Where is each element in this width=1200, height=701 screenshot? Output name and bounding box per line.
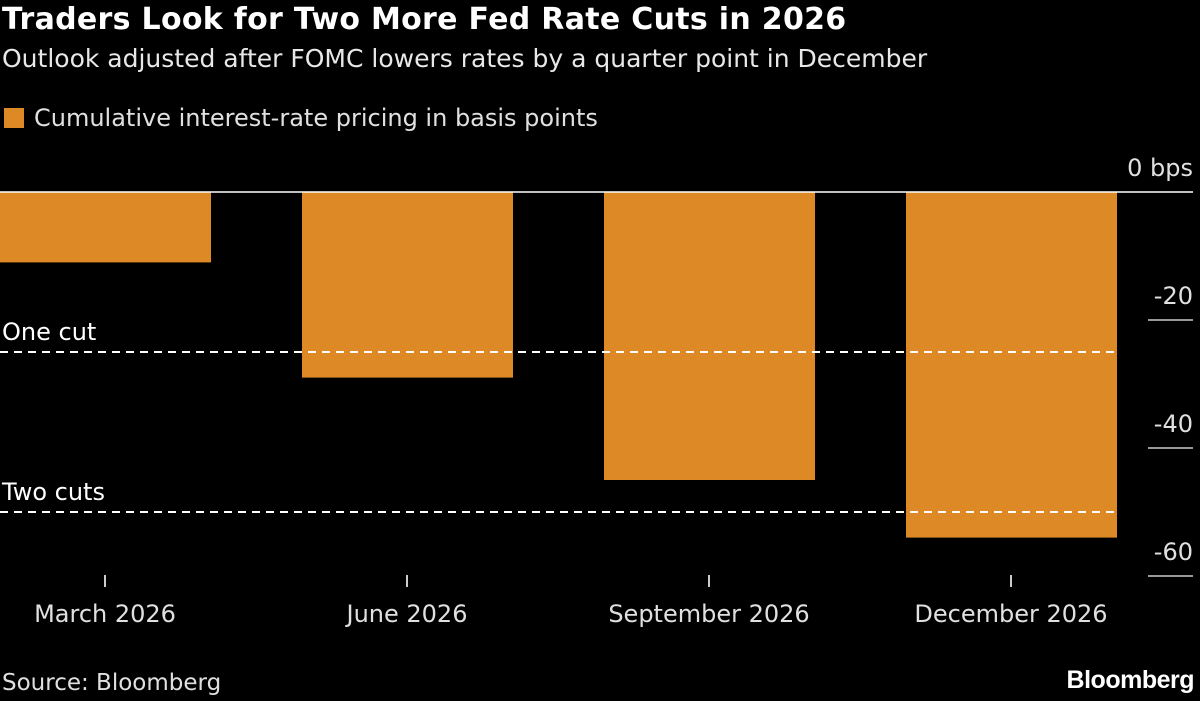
y-tick-label: -40	[1154, 410, 1193, 438]
y-tick-label: -20	[1154, 282, 1193, 310]
source-note: Source: Bloomberg	[2, 670, 222, 696]
x-tick-label: June 2026	[345, 600, 468, 628]
x-tick-label: September 2026	[608, 600, 809, 628]
y-tick-label: 0 bps	[1127, 154, 1193, 182]
x-tick-label: December 2026	[914, 600, 1107, 628]
chart-subtitle: Outlook adjusted after FOMC lowers rates…	[2, 44, 928, 73]
x-tick-label: March 2026	[34, 600, 176, 628]
y-tick-label: -60	[1154, 538, 1193, 566]
chart-title: Traders Look for Two More Fed Rate Cuts …	[2, 2, 847, 37]
bar-march-2026	[0, 192, 211, 263]
legend-label: Cumulative interest-rate pricing in basi…	[34, 104, 598, 132]
bar-september-2026	[604, 192, 815, 480]
bar-june-2026	[302, 192, 513, 378]
reference-line-label: One cut	[2, 318, 96, 346]
reference-line-label: Two cuts	[1, 478, 105, 506]
bloomberg-logo: Bloomberg	[1066, 666, 1195, 694]
bar-december-2026	[906, 192, 1117, 538]
legend-swatch	[4, 108, 24, 128]
legend: Cumulative interest-rate pricing in basi…	[4, 104, 598, 132]
